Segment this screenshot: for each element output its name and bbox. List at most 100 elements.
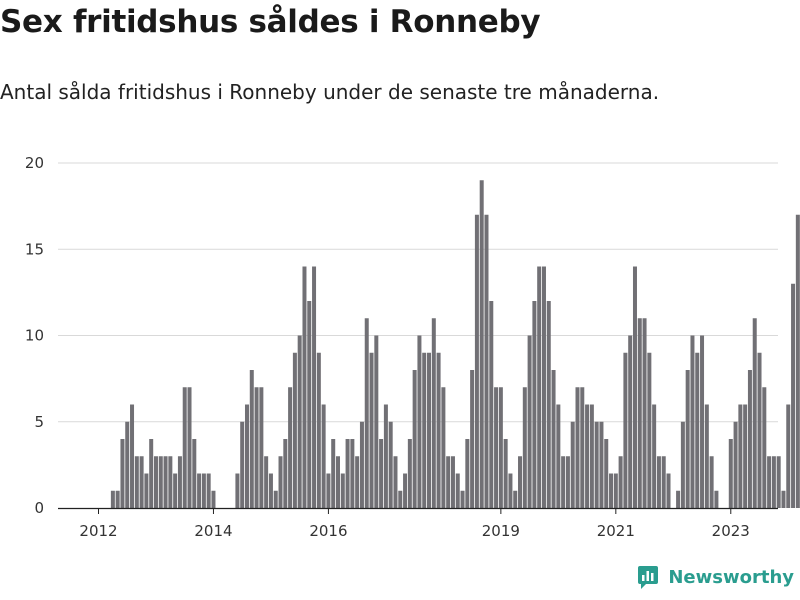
bar [637, 318, 642, 508]
bar [743, 404, 748, 508]
bar [292, 352, 297, 508]
bar [604, 439, 609, 508]
bar [776, 456, 781, 508]
bar [422, 352, 427, 508]
bar [666, 473, 671, 508]
bar [618, 456, 623, 508]
bar [786, 404, 791, 508]
bar [700, 335, 705, 508]
bar [264, 456, 269, 508]
bar [762, 387, 767, 508]
bar [197, 473, 202, 508]
bar [585, 404, 590, 508]
bar [623, 352, 628, 508]
bar [149, 439, 154, 508]
bar [695, 352, 700, 508]
bar [407, 439, 412, 508]
bar [288, 387, 293, 508]
bar [791, 283, 796, 508]
bar [364, 318, 369, 508]
bar [144, 473, 149, 508]
x-tick-label-2021: 2021 [597, 522, 635, 540]
bar [532, 301, 537, 508]
bar [450, 456, 455, 508]
bar [498, 387, 503, 508]
bars [110, 180, 800, 508]
bar [182, 387, 187, 508]
y-tick-label-20: 20 [25, 154, 44, 172]
bar [570, 421, 575, 508]
bar [527, 335, 532, 508]
bar [374, 335, 379, 508]
bar [781, 490, 786, 508]
bar [388, 421, 393, 508]
bar [350, 439, 355, 508]
bar [268, 473, 273, 508]
bar [206, 473, 211, 508]
bar [153, 456, 158, 508]
bar [661, 456, 666, 508]
bar [752, 318, 757, 508]
bar [158, 456, 163, 508]
bar [417, 335, 422, 508]
newsworthy-logo[interactable]: Newsworthy [636, 564, 794, 590]
bar [312, 266, 317, 508]
bar [187, 387, 192, 508]
x-tick-label-2016: 2016 [309, 522, 347, 540]
bar [537, 266, 542, 508]
bar [795, 214, 800, 508]
bar [278, 456, 283, 508]
bar [283, 439, 288, 508]
bar [383, 404, 388, 508]
bar [120, 439, 125, 508]
x-tick-label-2014: 2014 [194, 522, 232, 540]
bar [738, 404, 743, 508]
bar [470, 370, 475, 508]
bar [494, 387, 499, 508]
bar [455, 473, 460, 508]
bar [130, 404, 135, 508]
bar [441, 387, 446, 508]
bar [489, 301, 494, 508]
y-tick-label-0: 0 [34, 499, 44, 517]
bar [446, 456, 451, 508]
bar [632, 266, 637, 508]
bar [336, 456, 340, 508]
bar [484, 214, 489, 508]
bar [436, 352, 441, 508]
bar [551, 370, 556, 508]
bar [733, 421, 738, 508]
bar [244, 404, 249, 508]
bar [321, 404, 326, 508]
bar [767, 456, 772, 508]
bar [431, 318, 436, 508]
bar [393, 456, 398, 508]
bar [465, 439, 470, 508]
bar [403, 473, 408, 508]
bar [714, 490, 719, 508]
bar [139, 456, 144, 508]
bar [355, 456, 360, 508]
bar [359, 421, 364, 508]
bar [594, 421, 599, 508]
bar [307, 301, 312, 508]
bar [254, 387, 259, 508]
bar [580, 387, 585, 508]
bar [412, 370, 417, 508]
bar [561, 456, 566, 508]
bar [771, 456, 776, 508]
bar [398, 490, 403, 508]
bar [427, 352, 432, 508]
bar [240, 421, 245, 508]
newsworthy-logo-icon [638, 566, 659, 589]
bar [163, 456, 168, 508]
bar [613, 473, 618, 508]
bar [345, 439, 350, 508]
bar [177, 456, 182, 508]
bar [273, 490, 278, 508]
bar [589, 404, 594, 508]
x-tick-label-2023: 2023 [712, 522, 750, 540]
brand-name: Newsworthy [668, 566, 794, 588]
bar [541, 266, 546, 508]
